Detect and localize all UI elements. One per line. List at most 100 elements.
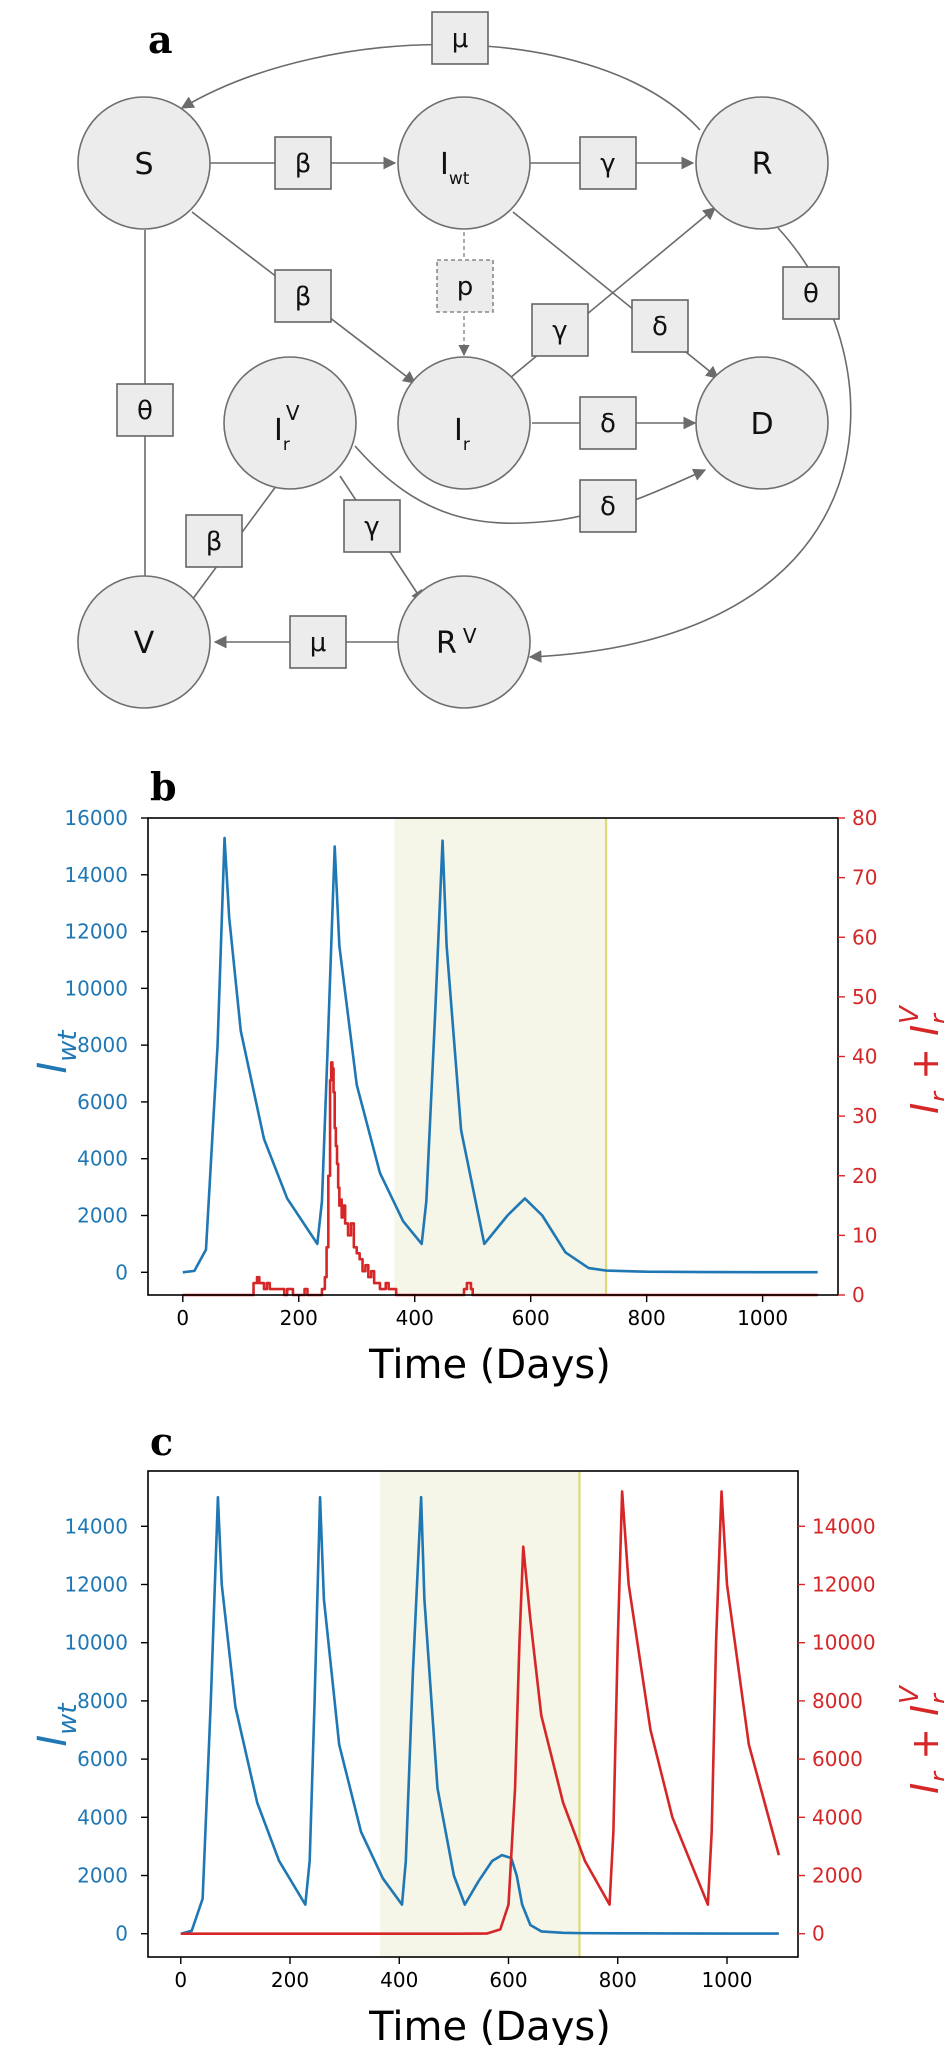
node-ir: Ir — [397, 356, 531, 490]
y-right-tick-label: 30 — [852, 1104, 877, 1128]
svg-text:θ: θ — [137, 396, 153, 426]
rate-beta-s-iwt: β — [274, 136, 332, 190]
node-irv: IrV — [223, 356, 357, 490]
y-right-tick-label: 14000 — [812, 1514, 876, 1538]
y-left-tick-label: 14000 — [64, 1514, 128, 1538]
y-right-tick-label: 70 — [852, 866, 877, 890]
y-right-tick-label: 8000 — [812, 1689, 863, 1713]
svg-text:β: β — [206, 527, 223, 557]
node-d-label: D — [750, 407, 773, 442]
node-s-label: S — [134, 147, 153, 182]
shaded-region — [380, 1471, 580, 1957]
y-left-tick-label: 12000 — [64, 920, 128, 944]
svg-text:δ: δ — [600, 409, 616, 439]
svg-text:μ: μ — [452, 24, 469, 54]
series-line-resistant — [180, 1490, 781, 1936]
node-r-label: R — [752, 147, 773, 182]
svg-text:δ: δ — [652, 312, 668, 342]
node-v-label: V — [134, 626, 155, 661]
y-right-tick-label: 10 — [852, 1223, 877, 1247]
rate-gamma-iwt-r: γ — [579, 136, 637, 190]
y-left-tick-label: 16000 — [64, 806, 128, 830]
svg-text:γ: γ — [552, 316, 567, 346]
series-line-wild-type — [180, 1495, 779, 1935]
rate-gamma-ir-r: γ — [531, 303, 589, 357]
y-right-tick-label: 0 — [852, 1283, 865, 1307]
rate-delta-ir-d: δ — [579, 396, 637, 450]
x-tick-label: 400 — [396, 1306, 434, 1330]
node-r: R — [695, 96, 829, 230]
x-tick-label: 1000 — [702, 1968, 753, 1992]
svg-text:γ: γ — [600, 149, 615, 179]
svg-text:θ: θ — [803, 279, 819, 309]
y-left-tick-label: 4000 — [77, 1147, 128, 1171]
y-left-tick-label: 8000 — [77, 1033, 128, 1057]
y-right-tick-label: 40 — [852, 1045, 877, 1069]
y-left-tick-label: 2000 — [77, 1204, 128, 1228]
x-tick-label: 600 — [512, 1306, 550, 1330]
svg-text:β: β — [295, 149, 312, 179]
x-tick-label: 600 — [489, 1968, 527, 1992]
panel-label-a: a — [148, 17, 173, 62]
x-tick-label: 0 — [174, 1968, 187, 1992]
rate-theta-r-rv: θ — [782, 266, 840, 320]
plot-frame — [147, 1470, 799, 1958]
y-left-tick-label: 2000 — [77, 1864, 128, 1888]
rate-mu-rv-v: μ — [289, 615, 347, 669]
y-left-tick-label: 12000 — [64, 1572, 128, 1596]
svg-text:μ: μ — [310, 628, 327, 658]
svg-text:β: β — [295, 282, 312, 312]
svg-text:p: p — [457, 272, 474, 302]
y-left-tick-label: 10000 — [64, 976, 128, 1000]
rate-p-iwt-ir: p — [436, 259, 494, 313]
series-line-wild-type — [182, 836, 818, 1274]
rate-theta-s-v: θ — [116, 383, 174, 437]
y-right-tick-label: 60 — [852, 925, 877, 949]
edge-irv-to-d — [354, 445, 707, 525]
node-iwt-label: Iwt — [440, 147, 470, 189]
y-left-tick-label: 8000 — [77, 1689, 128, 1713]
x-tick-label: 800 — [628, 1306, 666, 1330]
y-left-tick-label: 0 — [115, 1922, 128, 1946]
y-right-tick-label: 6000 — [812, 1747, 863, 1771]
chart-b: 0 200 400 600 800 100002000400060008000100001… — [64, 806, 877, 1330]
x-tick-label: 0 — [176, 1306, 189, 1330]
rate-gamma-irv-rv: γ — [343, 499, 401, 553]
chart-b-ylabel-right: Ir + IrV — [895, 1004, 944, 1114]
y-left-tick-label: 4000 — [77, 1805, 128, 1829]
chart-c-ylabel-right: Ir + IrV — [895, 1684, 944, 1794]
panel-label-c: c — [150, 1419, 173, 1464]
x-tick-label: 800 — [599, 1968, 637, 1992]
y-right-tick-label: 0 — [812, 1922, 825, 1946]
y-right-tick-label: 50 — [852, 985, 877, 1009]
x-tick-label: 1000 — [737, 1306, 788, 1330]
chart-b-ylabel-left: Iwt — [30, 1030, 83, 1074]
svg-text:γ: γ — [364, 512, 379, 542]
rate-mu-top: μ — [431, 11, 489, 65]
svg-text:δ: δ — [600, 492, 616, 522]
chart-c-xlabel: Time (Days) — [368, 2004, 611, 2045]
node-v: V — [77, 575, 211, 709]
x-tick-label: 400 — [380, 1968, 418, 1992]
y-right-tick-label: 4000 — [812, 1805, 863, 1829]
y-left-tick-label: 6000 — [77, 1747, 128, 1771]
node-irv-label: IrV — [274, 401, 300, 455]
rate-beta-s-ir: β — [274, 269, 332, 323]
y-left-tick-label: 14000 — [64, 863, 128, 887]
node-ir-label: Ir — [454, 413, 470, 455]
y-left-tick-label: 6000 — [77, 1090, 128, 1114]
chart-b-xlabel: Time (Days) — [368, 1342, 611, 1388]
y-right-tick-label: 2000 — [812, 1864, 863, 1888]
x-tick-label: 200 — [271, 1968, 309, 1992]
node-d: D — [695, 356, 829, 490]
y-left-tick-label: 0 — [115, 1260, 128, 1284]
y-right-tick-label: 20 — [852, 1164, 877, 1188]
panel-label-b: b — [150, 764, 177, 809]
chart-c: 0 200 400 600 800 100002000400060008000100001… — [64, 1470, 876, 1992]
y-right-tick-label: 80 — [852, 806, 877, 830]
shaded-region — [394, 818, 607, 1295]
x-tick-label: 200 — [280, 1306, 318, 1330]
